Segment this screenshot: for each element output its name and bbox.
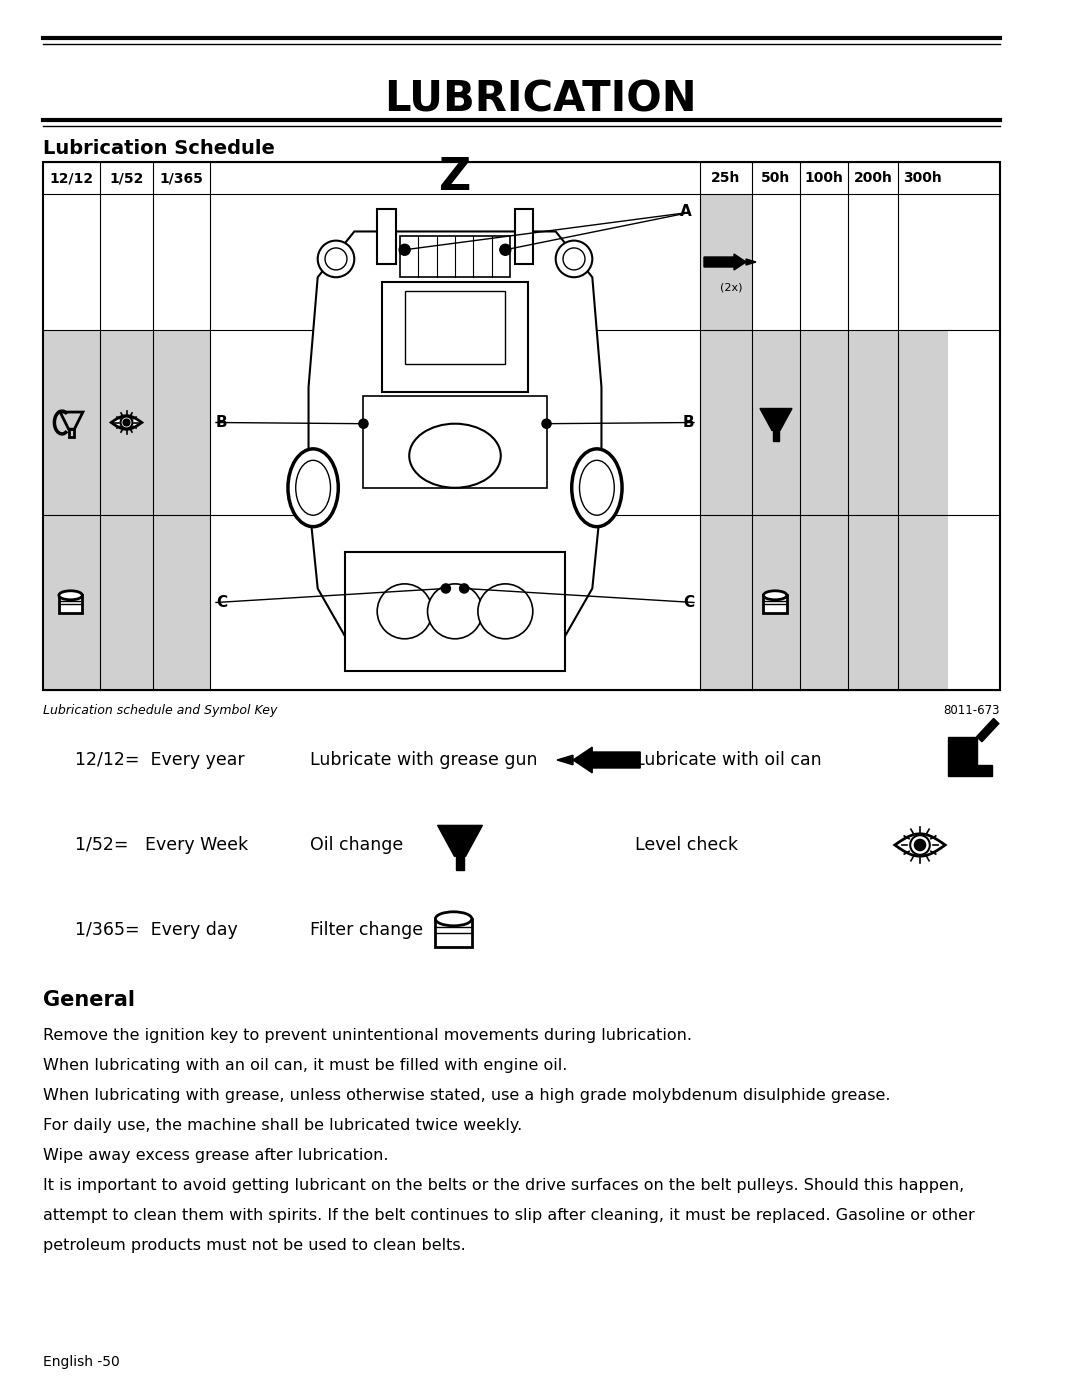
Circle shape <box>377 584 432 638</box>
Circle shape <box>500 244 511 256</box>
Circle shape <box>910 835 930 855</box>
Text: attempt to clean them with spirits. If the belt continues to slip after cleaning: attempt to clean them with spirits. If t… <box>43 1208 975 1222</box>
Text: C: C <box>683 595 694 610</box>
Ellipse shape <box>580 460 615 515</box>
Polygon shape <box>557 756 573 764</box>
Circle shape <box>318 240 354 277</box>
Polygon shape <box>895 834 945 856</box>
Circle shape <box>325 247 347 270</box>
Circle shape <box>442 584 450 594</box>
Text: 300h: 300h <box>904 170 943 184</box>
Bar <box>364 397 546 488</box>
Bar <box>700 194 752 330</box>
Circle shape <box>121 416 133 429</box>
Text: Remove the ignition key to prevent unintentional movements during lubrication.: Remove the ignition key to prevent unint… <box>43 1028 692 1044</box>
Text: Oil change: Oil change <box>310 835 403 854</box>
Bar <box>43 194 210 330</box>
Bar <box>435 919 472 947</box>
Bar <box>377 208 395 264</box>
Bar <box>381 282 528 391</box>
Text: 50h: 50h <box>761 170 791 184</box>
Circle shape <box>428 584 483 638</box>
Text: B: B <box>216 415 228 430</box>
Text: Wipe away excess grease after lubrication.: Wipe away excess grease after lubricatio… <box>43 1148 389 1162</box>
Ellipse shape <box>288 448 338 527</box>
Text: C: C <box>216 595 227 610</box>
Bar <box>43 162 1000 690</box>
Bar <box>43 515 210 690</box>
Polygon shape <box>111 416 141 429</box>
Ellipse shape <box>571 448 622 527</box>
Text: 1/365=  Every day: 1/365= Every day <box>75 921 238 939</box>
Ellipse shape <box>409 423 501 488</box>
Circle shape <box>359 419 368 429</box>
Bar <box>346 552 565 671</box>
Circle shape <box>400 244 410 256</box>
Text: 12/12=  Every year: 12/12= Every year <box>75 752 245 768</box>
Ellipse shape <box>764 591 787 599</box>
Bar <box>948 736 976 775</box>
Text: It is important to avoid getting lubricant on the belts or the drive surfaces on: It is important to avoid getting lubrica… <box>43 1178 964 1193</box>
Text: For daily use, the machine shall be lubricated twice weekly.: For daily use, the machine shall be lubr… <box>43 1118 523 1133</box>
Text: English -50: English -50 <box>43 1355 120 1369</box>
Text: Lubricate with grease gun: Lubricate with grease gun <box>310 752 538 768</box>
Bar <box>764 595 787 613</box>
Bar <box>43 162 1000 194</box>
Bar <box>700 515 948 690</box>
Text: 1/365: 1/365 <box>160 170 203 184</box>
Circle shape <box>477 584 532 638</box>
Text: 1/52=   Every Week: 1/52= Every Week <box>75 835 248 854</box>
Bar <box>69 429 73 437</box>
Circle shape <box>915 840 926 851</box>
Text: 200h: 200h <box>853 170 892 184</box>
Polygon shape <box>437 826 483 856</box>
Text: 12/12: 12/12 <box>50 170 94 184</box>
Bar <box>43 330 210 515</box>
Text: Lubricate with oil can: Lubricate with oil can <box>635 752 822 768</box>
Bar <box>456 856 464 870</box>
Ellipse shape <box>296 460 330 515</box>
Text: 1/52: 1/52 <box>109 170 144 184</box>
Polygon shape <box>704 254 746 270</box>
Text: General: General <box>43 990 135 1010</box>
Bar <box>210 330 700 515</box>
Text: petroleum products must not be used to clean belts.: petroleum products must not be used to c… <box>43 1238 465 1253</box>
Bar <box>700 194 948 330</box>
Text: 100h: 100h <box>805 170 843 184</box>
Bar <box>210 194 700 330</box>
Bar <box>514 208 532 264</box>
Text: Lubrication Schedule: Lubrication Schedule <box>43 138 275 158</box>
Polygon shape <box>976 718 999 742</box>
Polygon shape <box>746 258 756 265</box>
Text: When lubricating with an oil can, it must be filled with engine oil.: When lubricating with an oil can, it mus… <box>43 1058 567 1073</box>
Polygon shape <box>573 747 640 773</box>
Polygon shape <box>760 408 792 430</box>
Text: A: A <box>680 204 692 219</box>
Bar <box>59 595 82 613</box>
Text: LUBRICATION: LUBRICATION <box>383 80 697 122</box>
Circle shape <box>460 584 469 594</box>
Text: Lubrication schedule and Symbol Key: Lubrication schedule and Symbol Key <box>43 704 278 717</box>
Circle shape <box>563 247 585 270</box>
Bar <box>405 291 505 365</box>
Bar <box>210 515 700 690</box>
Text: (2x): (2x) <box>719 282 742 292</box>
Circle shape <box>542 419 551 429</box>
Bar <box>400 236 510 277</box>
Bar <box>773 430 779 440</box>
Bar <box>976 766 993 775</box>
Ellipse shape <box>59 591 82 599</box>
Ellipse shape <box>435 912 472 926</box>
Text: Filter change: Filter change <box>310 921 423 939</box>
Circle shape <box>123 419 130 426</box>
Text: 25h: 25h <box>712 170 741 184</box>
Text: Level check: Level check <box>635 835 738 854</box>
Text: When lubricating with grease, unless otherwise stated, use a high grade molybden: When lubricating with grease, unless oth… <box>43 1088 891 1104</box>
Text: B: B <box>683 415 694 430</box>
Text: Z: Z <box>438 156 471 200</box>
Polygon shape <box>309 232 602 652</box>
Bar <box>700 330 948 515</box>
Text: 8011-673: 8011-673 <box>944 704 1000 717</box>
Circle shape <box>556 240 592 277</box>
